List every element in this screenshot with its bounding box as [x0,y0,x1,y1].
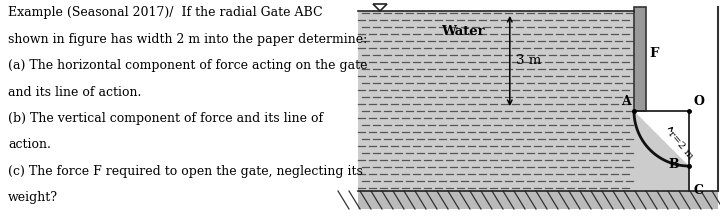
Text: action.: action. [8,138,51,152]
Text: (b) The vertical component of force and its line of: (b) The vertical component of force and … [8,112,323,125]
Text: 3 m: 3 m [516,55,541,67]
Text: A: A [621,95,631,108]
Polygon shape [358,191,718,209]
Text: Water: Water [441,25,485,38]
Text: shown in figure has width 2 m into the paper determine:: shown in figure has width 2 m into the p… [8,32,367,46]
Text: (c) The force F required to open the gate, neglecting its: (c) The force F required to open the gat… [8,165,363,178]
Text: weight?: weight? [8,191,58,205]
Text: r=2 m: r=2 m [666,129,695,161]
Text: F: F [649,47,658,60]
Text: C: C [693,184,703,196]
Text: Example (Seasonal 2017)/  If the radial Gate ABC: Example (Seasonal 2017)/ If the radial G… [8,6,323,19]
Text: B: B [668,159,679,171]
Polygon shape [358,11,689,191]
Polygon shape [634,7,646,111]
Text: O: O [693,95,704,108]
Text: and its line of action.: and its line of action. [8,85,141,99]
Text: (a) The horizontal component of force acting on the gate: (a) The horizontal component of force ac… [8,59,367,72]
